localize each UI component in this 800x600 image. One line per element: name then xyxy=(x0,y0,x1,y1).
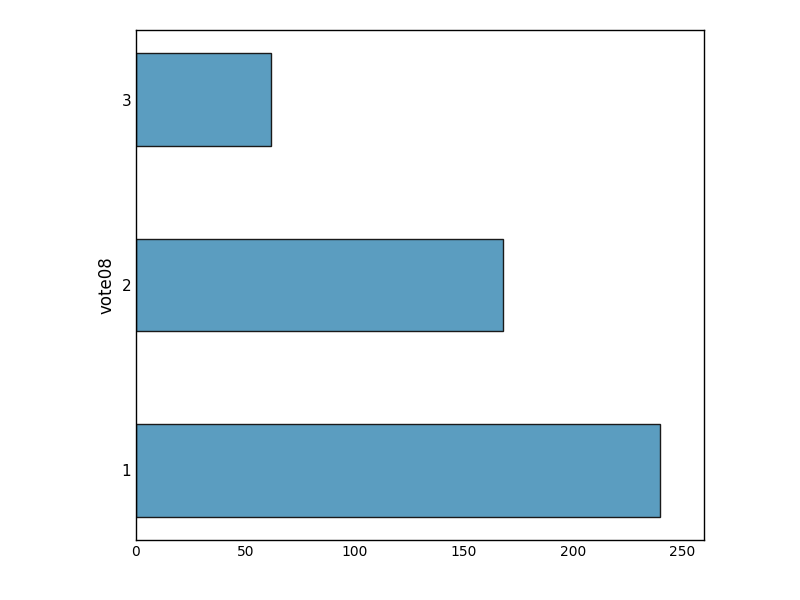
Bar xyxy=(136,53,271,146)
Y-axis label: vote08: vote08 xyxy=(98,256,116,314)
Bar xyxy=(136,239,503,331)
Bar xyxy=(136,424,660,517)
